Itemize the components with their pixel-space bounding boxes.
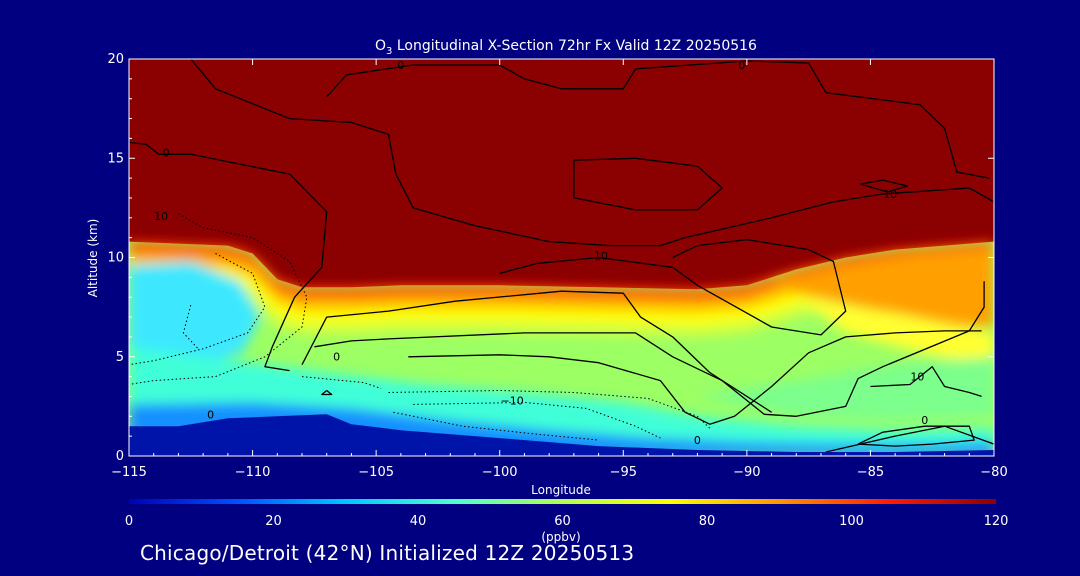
y-tick-label: 0 (116, 449, 124, 464)
colorbar-bar (129, 499, 996, 504)
contour-label: 0 (207, 408, 214, 421)
contour-solid (129, 141, 328, 372)
contour-labels: 0 10 0 0 10 10 0 −10 0 0 0 10 (154, 59, 928, 447)
contour-dotted (129, 213, 308, 385)
contour-solid (321, 389, 333, 396)
colorbar: 0 20 40 60 80 100 120 (125, 499, 1009, 529)
field-band (129, 265, 994, 325)
x-tick-label: −95 (610, 465, 637, 480)
x-tick-label: −100 (482, 465, 518, 480)
contour-label: −10 (500, 394, 523, 407)
y-tick-label: 10 (107, 251, 124, 266)
contour-label: 0 (694, 434, 701, 447)
ozone-contours (129, 59, 994, 453)
field-band (129, 241, 994, 296)
colorbar-tick-label: 100 (839, 514, 864, 529)
x-tick-label: −110 (235, 465, 271, 480)
contour-dotted (393, 411, 599, 441)
terrain-surface (129, 414, 994, 456)
y-tick-label: 15 (107, 151, 124, 166)
contour-solid (573, 157, 723, 211)
field-band (129, 255, 994, 314)
chart-title-rest: Longitudinal X-Section 72hr Fx Valid 12Z… (392, 38, 757, 54)
contour-dotted (388, 389, 711, 429)
contour-dotted (301, 376, 382, 389)
eastern-yellow-band (796, 297, 994, 367)
contour-solid (825, 425, 994, 453)
contour-label: 10 (154, 210, 168, 223)
contour-solid (408, 330, 982, 425)
y-tick-label: 5 (116, 350, 124, 365)
contour-label: 10 (883, 188, 897, 201)
chart-title: O3 Longitudinal X-Section 72hr Fx Valid … (375, 38, 757, 57)
contour-label: 0 (738, 59, 745, 72)
x-axis-label: Longitude (531, 483, 591, 497)
contour-label: 0 (333, 351, 340, 364)
contour-label: 10 (594, 250, 608, 263)
colorbar-tick-label: 80 (699, 514, 716, 529)
plot-area: 0 10 0 0 10 10 0 −10 0 0 0 10 (129, 59, 994, 456)
southeast-green-tongue (697, 356, 994, 421)
colorbar-tick-label: 40 (410, 514, 427, 529)
contour-dotted (129, 253, 266, 366)
contour-solid (301, 290, 772, 413)
contour-label: 10 (910, 371, 924, 384)
x-tick-label: −115 (111, 465, 147, 480)
contour-solid (190, 59, 994, 247)
x-tick-label: −80 (980, 465, 1007, 480)
contour-solid (870, 366, 982, 398)
chart-title-subscript: 3 (386, 46, 392, 57)
field-band (129, 277, 994, 337)
eastern-ozone-tongue (771, 247, 994, 327)
initialization-footer: Chicago/Detroit (42°N) Initialized 12Z 2… (140, 541, 635, 565)
y-tick-label: 20 (107, 52, 124, 67)
contour-solid (326, 60, 990, 179)
contour-dotted (182, 304, 199, 350)
colorbar-tick-label: 60 (554, 514, 571, 529)
x-tick-label: −85 (857, 465, 884, 480)
colorbar-tick-label: 120 (984, 514, 1009, 529)
contour-solid (860, 179, 909, 193)
y-axis-label: Altitude (km) (86, 219, 100, 298)
contour-solid (857, 425, 975, 447)
contour-label: 0 (921, 414, 928, 427)
colorbar-tick-label: 20 (265, 514, 282, 529)
ozone-field (129, 59, 994, 456)
contour-label: 0 (163, 146, 170, 159)
y-axis: 0 5 10 15 20 (107, 52, 994, 464)
contour-solid (499, 238, 847, 336)
contour-solid (314, 281, 985, 417)
western-low-ozone (129, 261, 260, 371)
contour-label: 0 (397, 59, 404, 72)
colorbar-unit: (ppbv) (541, 530, 580, 544)
x-axis: −115 −110 −105 −100 −95 −90 −85 −80 (111, 59, 1008, 480)
colorbar-tick-label: 0 (125, 514, 133, 529)
x-tick-label: −105 (358, 465, 394, 480)
x-tick-label: −90 (733, 465, 760, 480)
chart-title-main: O (375, 38, 386, 54)
contour-dotted (413, 401, 661, 439)
